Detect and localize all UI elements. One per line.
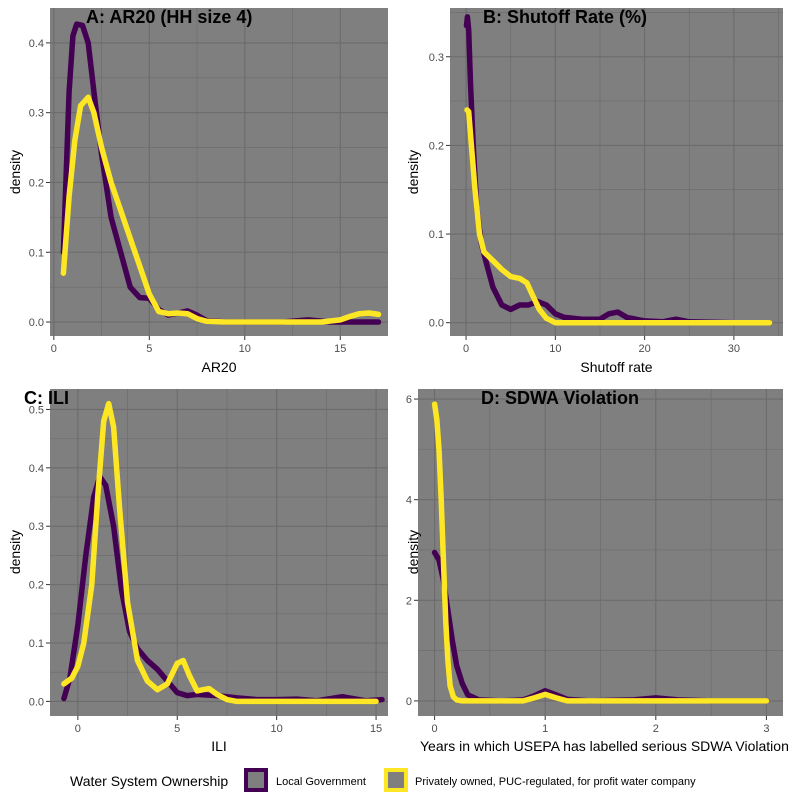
x-tick-label: 5 <box>174 723 180 735</box>
panel-title: C: ILI <box>24 388 69 408</box>
y-tick-label: 0.4 <box>29 38 44 50</box>
y-tick-label: 0.1 <box>29 638 44 650</box>
series-group <box>60 21 382 325</box>
y-tick-label: 6 <box>406 394 412 406</box>
x-tick-label: 2 <box>653 723 659 735</box>
y-tick-label: 0.5 <box>29 404 44 416</box>
series-group <box>431 401 770 704</box>
x-tick-label: 3 <box>763 723 769 735</box>
panel-background <box>50 8 388 336</box>
panels: 0 5 10 150.00.10.20.30.4A: AR20 (HH size 4)… <box>7 7 789 754</box>
panel-title: D: SDWA Violation <box>481 388 639 408</box>
panel-title: A: AR20 (HH size 4) <box>86 7 252 27</box>
legend-swatch-private <box>384 768 408 792</box>
y-tick-label: 0.2 <box>29 177 44 189</box>
series-line-privately-owned-puc-regulated-for-profit-water-company <box>464 107 773 326</box>
panel-background <box>450 8 783 336</box>
y-tick-label: 0.4 <box>29 463 44 475</box>
y-tick-label: 0.2 <box>429 140 444 152</box>
legend-key-local-government <box>244 768 268 792</box>
x-tick-label: 10 <box>271 723 283 735</box>
panel-1: 0 5 10 15 0.0 0.1 0.2 0.3 0.4 A: AR20 (HH size 4)… <box>7 7 388 375</box>
x-axis-title: ILI <box>211 738 227 754</box>
y-tick-label: 2 <box>406 595 412 607</box>
series-line-privately-owned-puc-regulated-for-profit-water-company <box>60 94 382 325</box>
series-line-privately-owned-puc-regulated-for-profit-water-company <box>431 401 770 704</box>
y-tick-label: 0.0 <box>429 318 444 330</box>
y-tick-label: 0.1 <box>429 229 444 241</box>
x-tick-label: 1 <box>542 723 548 735</box>
x-axis-title: AR20 <box>201 359 236 375</box>
series-line-privately-owned-puc-regulated-for-profit-water-company <box>61 400 379 705</box>
panel-background <box>50 389 388 716</box>
y-tick-label: 0.0 <box>29 317 44 329</box>
panel-4: 0 1 2 3 0 2 4 6 D: SDWA Violation Years in which … <box>405 388 789 754</box>
x-tick-label: 0 <box>432 723 438 735</box>
x-tick-label: 10 <box>239 343 251 355</box>
legend-title: Water System Ownership <box>70 773 228 789</box>
x-axis-title: Years in which USEPA has labelled seriou… <box>420 738 789 754</box>
legend: Water System Ownership Local Government … <box>70 768 696 792</box>
legend-swatch-local-government <box>244 768 268 792</box>
y-axis-title: density <box>7 150 23 194</box>
y-tick-label: 0.2 <box>29 580 44 592</box>
legend-label-local-government: Local Government <box>276 776 366 788</box>
x-tick-label: 10 <box>549 343 561 355</box>
x-tick-label: 15 <box>334 343 346 355</box>
y-tick-label: 0.0 <box>29 696 44 708</box>
x-tick-label: 0 <box>463 343 469 355</box>
panel-title: B: Shutoff Rate (%) <box>483 7 647 27</box>
panel-2: 0 10 20 30 0.0 0.1 0.2 0.3 B: Shutoff Rate (%) Sh… <box>405 7 783 375</box>
legend-label-private: Privately owned, PUC-regulated, for prof… <box>415 776 696 788</box>
x-tick-label: 5 <box>146 343 152 355</box>
y-axis-title: density <box>7 530 23 574</box>
x-tick-label: 30 <box>728 343 740 355</box>
series-group <box>463 14 773 326</box>
x-tick-label: 20 <box>638 343 650 355</box>
legend-key-private <box>384 768 408 792</box>
y-tick-label: 0.3 <box>29 521 44 533</box>
x-tick-label: 0 <box>51 343 57 355</box>
x-tick-label: 0 <box>75 723 81 735</box>
series-group <box>61 400 385 705</box>
y-tick-label: 0 <box>406 696 412 708</box>
y-tick-label: 0.1 <box>29 247 44 259</box>
y-tick-label: 0.3 <box>29 108 44 120</box>
panel-3: 0 5 10 15 0.0 0.1 0.2 0.3 0.4 0.5C: ILI ILI density <box>7 388 388 754</box>
x-tick-label: 15 <box>370 723 382 735</box>
y-axis-title: density <box>405 150 421 194</box>
y-tick-label: 0.3 <box>429 52 444 64</box>
y-tick-label: 4 <box>406 495 412 507</box>
y-axis-title: density <box>405 530 421 574</box>
x-axis-title: Shutoff rate <box>580 359 652 375</box>
